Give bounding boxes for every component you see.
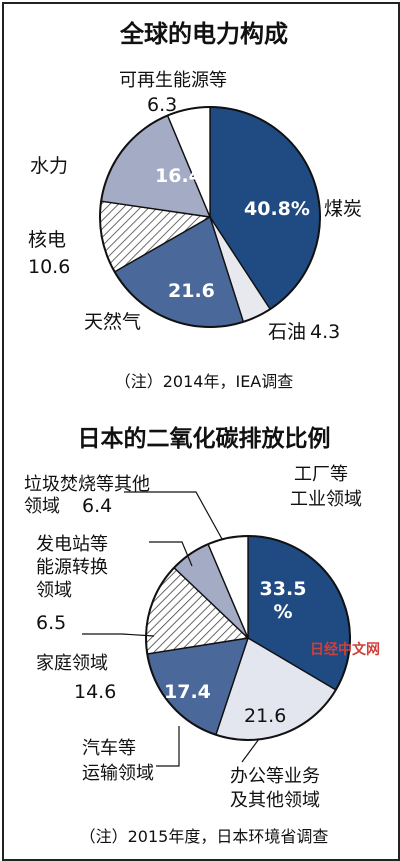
chart2-title: 日本的二氧化碳排放比例 xyxy=(78,425,331,452)
chart1-pie xyxy=(99,106,321,328)
chart2-value-other: 6.4 xyxy=(82,495,112,517)
chart1-label-hydro: 水力 xyxy=(30,155,68,177)
chart2-label-home: 家庭领域 xyxy=(36,653,108,674)
chart1-value-gas: 21.6 xyxy=(168,280,215,302)
chart2-value-home: 14.6 xyxy=(74,681,116,703)
chart2-label-other-1: 垃圾焚烧等其他 xyxy=(24,474,150,495)
chart2-label-office-2: 及其他领域 xyxy=(230,790,320,811)
chart2-value-industry: 33.5 xyxy=(260,578,307,600)
pie2-outline xyxy=(145,535,351,741)
chart2-label-power-1: 发电站等 xyxy=(36,534,108,555)
chart1-value-coal: 40.8% xyxy=(244,198,310,220)
chart1-title: 全球的电力构成 xyxy=(119,20,288,48)
chart1-note: （注）2014年，IEA调查 xyxy=(115,372,294,391)
chart1-label-oil: 石油 xyxy=(268,321,306,343)
chart2-label-industry-1: 工厂等 xyxy=(294,464,348,485)
chart2-value-power: 6.5 xyxy=(36,612,66,634)
leader-line-transport xyxy=(156,726,180,767)
chart2-label-power-3: 领域 xyxy=(36,580,72,601)
watermark: 日经中文网 xyxy=(310,641,380,658)
chart2-label-other-2: 领域 xyxy=(24,496,60,517)
chart2-label-power-2: 能源转换 xyxy=(36,557,108,578)
chart2-label-industry-2: 工业领域 xyxy=(290,489,362,510)
leader-line-office xyxy=(241,738,260,763)
chart1-value-oil: 4.3 xyxy=(310,321,340,343)
chart2-pie xyxy=(145,535,351,741)
chart2-label-transport-2: 运输领域 xyxy=(82,763,154,784)
chart2-label-transport-1: 汽车等 xyxy=(82,738,136,759)
chart2-value-industry-unit: % xyxy=(273,601,292,623)
infographic-canvas: 全球的电力构成 可再生能源等 6.3 水力 16.4 核电 10.6 21.6 … xyxy=(24,20,380,846)
leader-line-power xyxy=(149,541,193,567)
chart1-label-nuclear: 核电 xyxy=(28,229,66,251)
chart2-value-office: 21.6 xyxy=(244,705,286,727)
leader-line-home xyxy=(82,633,155,637)
chart1-value-renewables: 6.3 xyxy=(147,94,177,116)
chart1-label-coal: 煤炭 xyxy=(324,198,362,220)
chart1-label-renewables: 可再生能源等 xyxy=(119,70,227,91)
chart2-value-transport: 17.4 xyxy=(164,681,211,703)
chart2-label-office-1: 办公等业务 xyxy=(230,766,320,787)
chart1-value-hydro: 16.4 xyxy=(155,165,202,187)
leader-line-other xyxy=(124,491,223,540)
pie1-outline xyxy=(99,106,321,328)
chart1-label-gas: 天然气 xyxy=(84,311,141,333)
chart2-note: （注）2015年度，日本环境省调查 xyxy=(80,827,329,846)
chart1-value-nuclear: 10.6 xyxy=(28,256,70,278)
